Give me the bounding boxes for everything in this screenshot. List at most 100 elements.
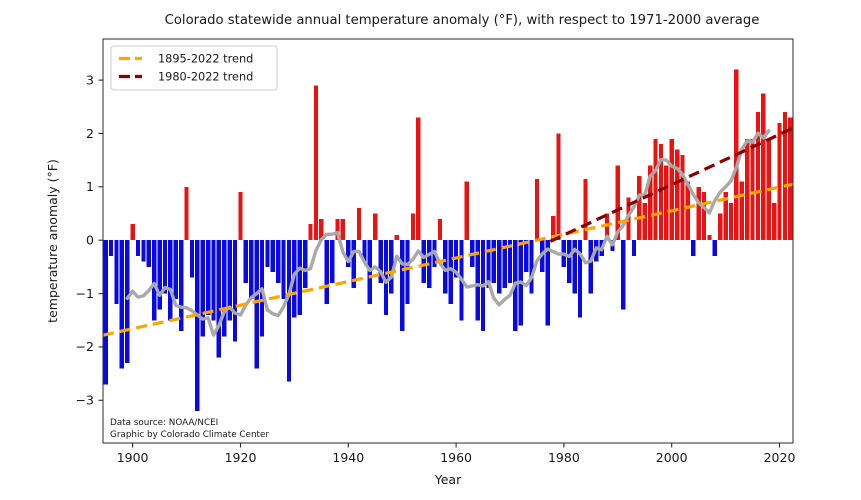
bar-1913 — [200, 240, 205, 337]
bar-1927 — [276, 240, 281, 283]
bar-2004 — [691, 240, 696, 257]
bar-1915 — [211, 240, 216, 321]
bar-1949 — [394, 234, 399, 241]
bar-1934 — [313, 85, 319, 241]
bar-1896 — [108, 240, 114, 257]
bar-1941 — [351, 240, 356, 289]
bar-1958 — [443, 240, 448, 294]
x-tick-label-1960: 1960 — [440, 450, 472, 465]
bar-1944 — [367, 240, 372, 305]
plot-border — [102, 38, 794, 444]
bar-1919 — [232, 240, 238, 342]
bar-1936 — [324, 240, 329, 305]
bar-1951 — [405, 240, 410, 305]
bar-1903 — [146, 240, 151, 267]
bar-1991 — [621, 240, 626, 310]
bar-1920 — [238, 192, 243, 241]
bar-1902 — [141, 240, 146, 262]
bar-1953 — [416, 117, 421, 241]
bars-layer — [103, 69, 793, 411]
bar-1964 — [475, 240, 480, 321]
bar-1966 — [486, 240, 491, 289]
bar-1935 — [319, 218, 324, 241]
bar-2003 — [685, 181, 691, 241]
x-tick-label-1940: 1940 — [332, 450, 364, 465]
trend-line-recent — [549, 126, 794, 243]
bar-1981 — [567, 240, 572, 283]
trend-line-full — [102, 182, 794, 337]
bar-2009 — [718, 213, 723, 241]
bar-1909 — [179, 240, 184, 331]
bar-2007 — [707, 234, 712, 241]
bar-1982 — [572, 240, 577, 294]
bar-1977 — [545, 240, 550, 326]
bar-1948 — [389, 240, 394, 294]
bar-1917 — [222, 240, 227, 337]
bar-2001 — [674, 149, 680, 241]
legend: 1895-2022 trend 1980-2022 trend — [110, 45, 278, 91]
x-axis-label: Year — [434, 472, 462, 487]
bar-1952 — [410, 213, 416, 241]
bar-2000 — [669, 138, 674, 241]
y-tick-label-2: 2 — [86, 126, 94, 141]
legend-trend-full-label: 1895-2022 trend — [158, 53, 253, 66]
bar-1983 — [577, 240, 583, 318]
bar-1904 — [152, 240, 157, 321]
bar-2013 — [739, 181, 744, 241]
bar-1943 — [362, 240, 367, 262]
bar-1957 — [437, 218, 443, 241]
legend-trend-recent-label: 1980-2022 trend — [158, 71, 253, 84]
bar-1998 — [658, 144, 664, 241]
bar-1907 — [168, 240, 173, 321]
y-tick-label-3: 3 — [86, 72, 94, 87]
data-source-note: Data source: NOAA/NCEI — [110, 418, 218, 428]
bar-1950 — [400, 240, 405, 331]
bar-1985 — [588, 240, 594, 294]
bar-1978 — [550, 216, 556, 241]
x-tick-label-1900: 1900 — [117, 450, 149, 465]
bar-2002 — [680, 154, 685, 241]
bar-2010 — [723, 192, 728, 241]
bar-1947 — [383, 240, 389, 315]
smoothed-anomaly-line — [125, 129, 771, 337]
bar-1979 — [556, 133, 561, 241]
x-tick-label-2020: 2020 — [764, 450, 796, 465]
bar-1926 — [270, 240, 275, 273]
y-tick-label--3: −3 — [76, 393, 94, 408]
chart-title: Colorado statewide annual temperature an… — [165, 13, 760, 28]
bar-1925 — [265, 240, 270, 267]
y-tick-label-0: 0 — [86, 233, 94, 248]
bar-1912 — [195, 240, 200, 411]
bar-1993 — [631, 240, 637, 257]
legend-box — [110, 45, 278, 91]
bar-1975 — [534, 178, 540, 241]
bar-1990 — [615, 165, 620, 241]
bar-2020 — [777, 122, 782, 241]
bar-1921 — [243, 240, 249, 283]
bar-1940 — [346, 240, 351, 267]
bar-2011 — [728, 202, 734, 241]
bar-1916 — [216, 240, 222, 358]
bar-1923 — [254, 240, 259, 369]
bar-2006 — [701, 192, 707, 241]
bar-2022 — [788, 117, 793, 241]
bar-2008 — [712, 240, 717, 257]
bar-1996 — [647, 165, 653, 241]
bar-1946 — [378, 240, 383, 283]
y-tick-label-1: 1 — [86, 179, 94, 194]
axes-layer: 1900 1920 1940 1960 1980 2000 2020 −3 −2 −1 0 1 2 3 — [76, 38, 796, 465]
y-tick-label--1: −1 — [76, 286, 94, 301]
bar-2017 — [761, 93, 766, 241]
bar-1954 — [421, 240, 426, 283]
bar-1899 — [125, 240, 130, 363]
bar-1908 — [173, 240, 178, 299]
x-tick-label-1980: 1980 — [548, 450, 580, 465]
bar-1905 — [157, 240, 162, 310]
bar-2019 — [771, 202, 777, 241]
bar-1997 — [653, 138, 658, 241]
bar-1900 — [130, 224, 135, 241]
bar-1938 — [335, 218, 340, 241]
bar-1984 — [583, 178, 588, 241]
bar-1942 — [356, 208, 362, 241]
